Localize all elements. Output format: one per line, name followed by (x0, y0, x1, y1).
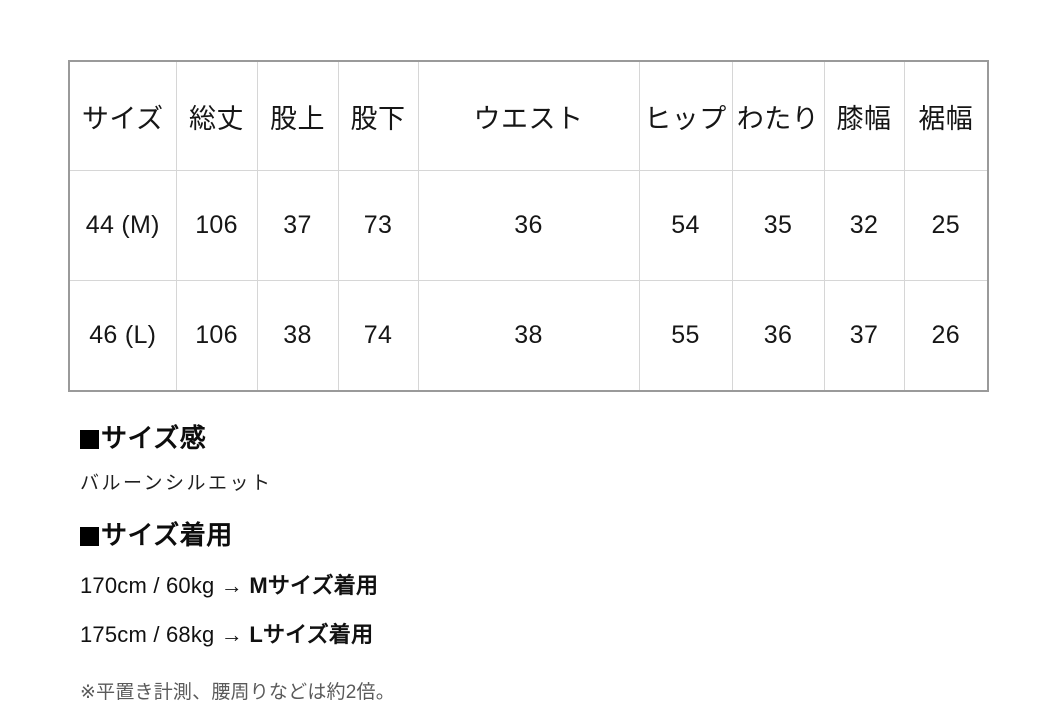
wear-heading-label: サイズ着用 (101, 519, 233, 550)
table-header-row: サイズ 総丈 股上 股下 ウエスト ヒップ わたり 膝幅 裾幅 (68, 60, 989, 171)
cell-knee: 37 (823, 280, 905, 392)
cell-rise: 37 (256, 170, 339, 281)
column-header-inseam: 股下 (337, 60, 419, 171)
cell-hip: 55 (638, 280, 733, 392)
fit-heading: サイズ感 (80, 423, 980, 454)
cell-length: 106 (175, 280, 258, 392)
measurement-footnote: ※平置き計測、腰周りなどは約2倍。 (80, 681, 395, 703)
cell-size: 46 (L) (68, 280, 177, 392)
wear-heading: サイズ着用 (80, 519, 980, 551)
wear-line-m: 170cm / 60kg → Mサイズ着用 (80, 568, 980, 600)
column-header-thigh: わたり (731, 60, 825, 171)
size-table: サイズ 総丈 股上 股下 ウエスト ヒップ わたり 膝幅 裾幅 44 (M) 1… (68, 60, 989, 392)
column-header-size: サイズ (68, 60, 177, 171)
filled-square-bullet-icon (80, 526, 99, 546)
wear-size-m: Mサイズ着用 (249, 572, 379, 598)
cell-rise: 38 (256, 280, 339, 392)
wear-measurements-m: 170cm / 60kg → (80, 572, 250, 598)
cell-waist: 36 (417, 170, 640, 281)
wear-measurements-l: 175cm / 68kg → (80, 621, 250, 647)
column-header-knee: 膝幅 (823, 60, 905, 171)
fit-heading-label: サイズ感 (101, 423, 207, 453)
fit-value: バルーンシルエット (80, 471, 273, 494)
table-row: 46 (L) 106 38 74 38 55 36 37 26 (68, 280, 989, 392)
cell-hem: 26 (903, 280, 989, 392)
cell-size: 44 (M) (68, 170, 177, 281)
column-header-rise: 股上 (256, 60, 339, 171)
cell-thigh: 35 (731, 170, 825, 281)
cell-thigh: 36 (731, 280, 825, 392)
column-header-hem: 裾幅 (903, 60, 989, 171)
filled-square-bullet-icon (80, 430, 99, 449)
table-row: 44 (M) 106 37 73 36 54 35 32 25 (68, 170, 989, 281)
cell-length: 106 (175, 170, 258, 281)
cell-waist: 38 (417, 280, 640, 392)
cell-inseam: 74 (337, 280, 419, 392)
column-header-hip: ヒップ (638, 60, 733, 171)
cell-hem: 25 (903, 170, 989, 281)
cell-inseam: 73 (337, 170, 419, 281)
wear-size-l: Lサイズ着用 (249, 621, 374, 647)
column-header-waist: ウエスト (417, 60, 640, 171)
cell-hip: 54 (638, 170, 733, 281)
column-header-length: 総丈 (175, 60, 258, 171)
size-chart-container: サイズ 総丈 股上 股下 ウエスト ヒップ わたり 膝幅 裾幅 44 (M) 1… (68, 60, 989, 392)
notes-section: サイズ感 バルーンシルエット サイズ着用 170cm / 60kg → Mサイズ… (80, 423, 980, 704)
wear-line-l: 175cm / 68kg → Lサイズ着用 (80, 617, 980, 649)
cell-knee: 32 (823, 170, 905, 281)
